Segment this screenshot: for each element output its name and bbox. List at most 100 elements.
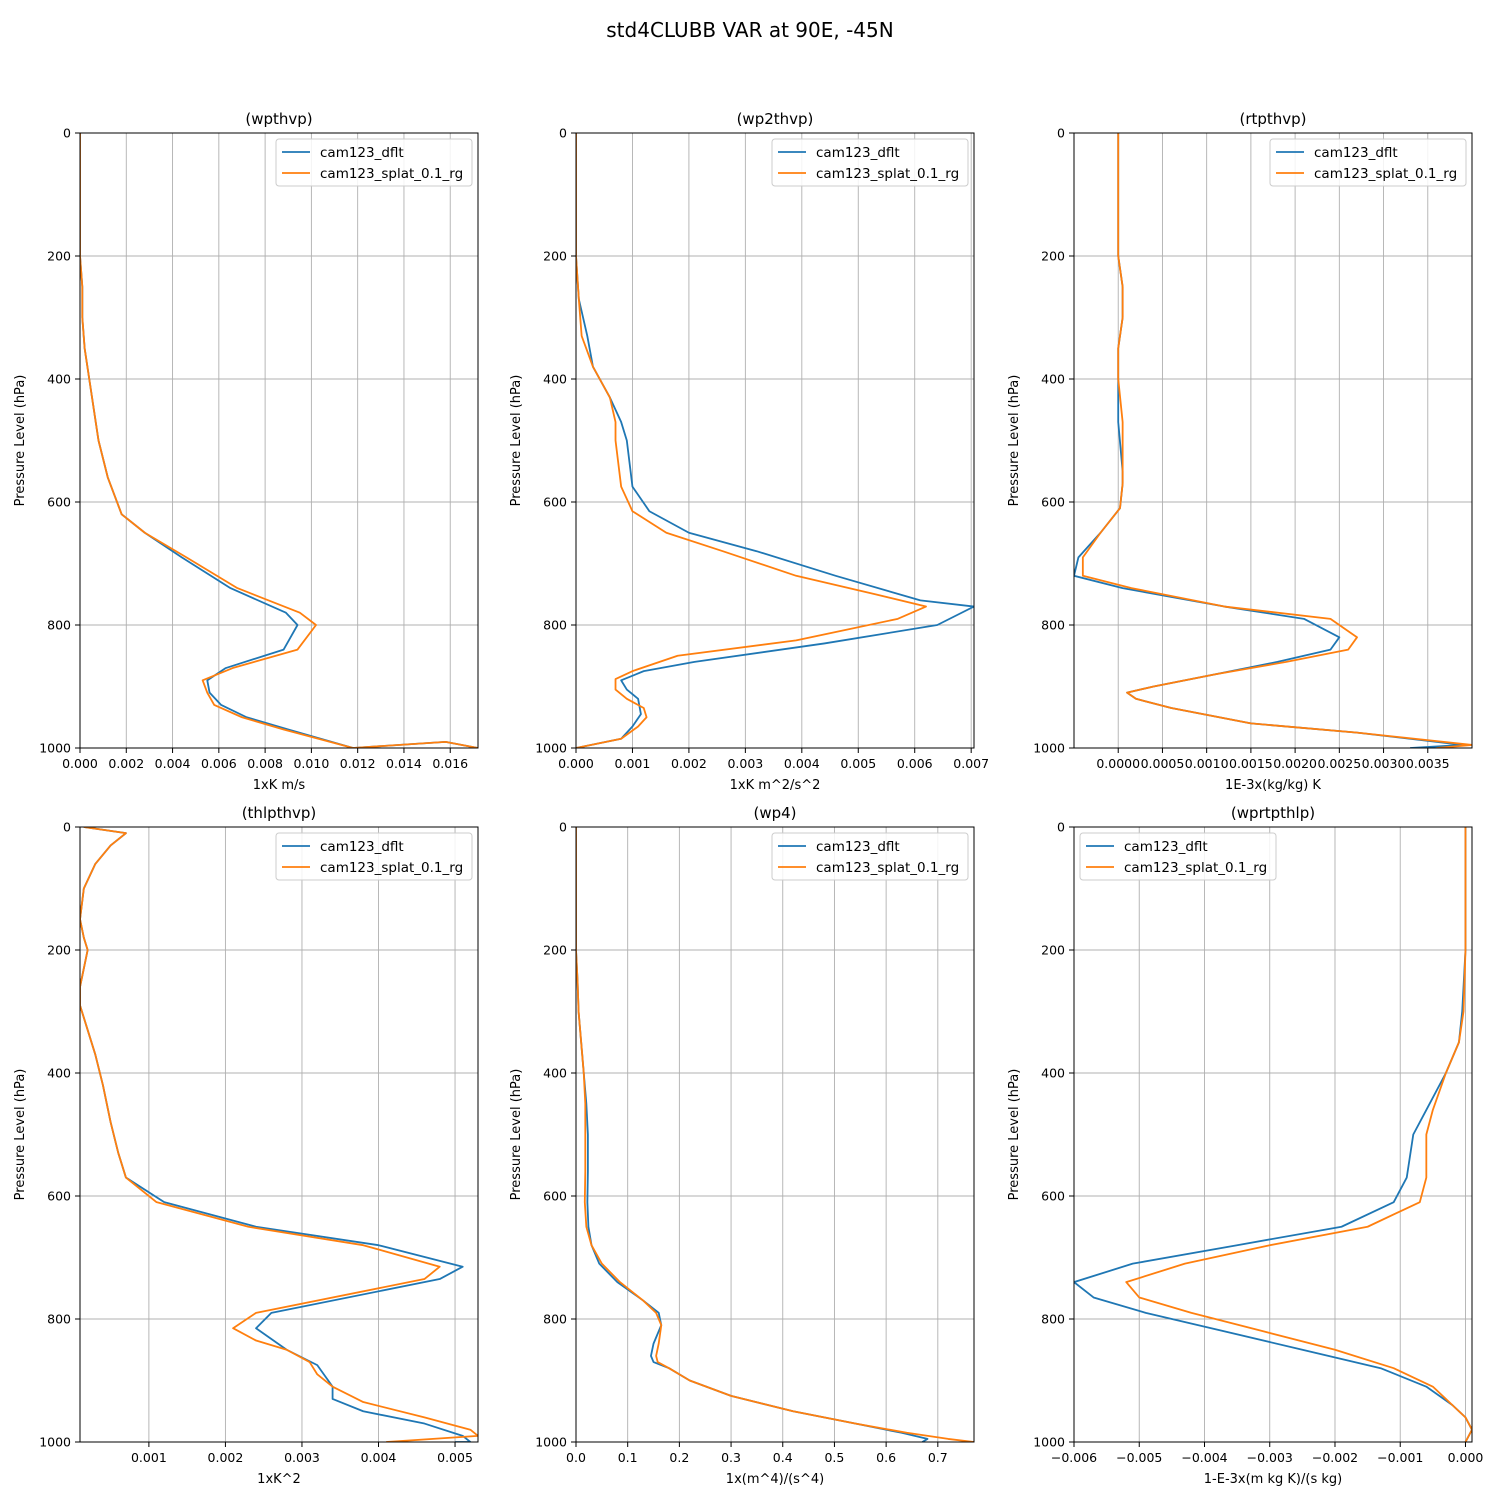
x-tick-label: 0.003 — [727, 756, 763, 771]
x-tick-label: 0.010 — [293, 756, 329, 771]
panel-title: (rtpthvp) — [1239, 110, 1306, 128]
legend: cam123_dflt cam123_splat_0.1_rg — [275, 138, 473, 187]
x-tick-label: 0.004 — [784, 756, 820, 771]
y-tick-label: 800 — [1041, 1312, 1065, 1327]
axes-frame — [575, 826, 975, 1443]
x-tick-label: 0.001 — [615, 756, 651, 771]
x-tick-label: −0.003 — [1247, 1450, 1293, 1465]
y-tick-label: 1000 — [39, 1435, 71, 1450]
y-axis-label: Pressure Level (hPa) — [13, 375, 28, 507]
series-line-cam123-dflt — [1074, 133, 1465, 748]
panel-title: (wprtpthlp) — [1231, 804, 1315, 822]
x-tick-label: 0.002 — [108, 756, 144, 771]
x-tick-label: 0.0035 — [1406, 756, 1450, 771]
x-tick-label: 0.000 — [558, 756, 594, 771]
x-tick-label: 0.0015 — [1229, 756, 1273, 771]
x-tick-label: −0.005 — [1116, 1450, 1162, 1465]
y-axis-label: Pressure Level (hPa) — [13, 1069, 28, 1201]
x-tick-label: 0.003 — [284, 1450, 320, 1465]
panel-wp2thvp: 0.000 0.001 0.002 0.003 0.004 0.005 0.006 0.007… — [509, 110, 989, 793]
y-tick-label: 1000 — [39, 741, 71, 756]
legend-box — [1079, 832, 1277, 881]
x-tick-label: 0.5 — [824, 1450, 844, 1465]
panel-title: (thlpthvp) — [242, 804, 317, 822]
legend-label-cam123-dflt: cam123_dflt — [320, 145, 404, 161]
x-tick-label: 0.008 — [247, 756, 283, 771]
y-tick-label: 600 — [1041, 1189, 1065, 1204]
x-tick-label: 0.014 — [386, 756, 422, 771]
x-tick-label: 0.006 — [201, 756, 237, 771]
x-tick-label: 0.000 — [1448, 1450, 1484, 1465]
legend-box — [771, 832, 969, 881]
y-tick-label: 800 — [47, 618, 71, 633]
y-tick-label: 400 — [1041, 372, 1065, 387]
y-tick-label: 200 — [47, 943, 71, 958]
y-tick-label: 0 — [63, 820, 71, 835]
y-axis-label: Pressure Level (hPa) — [1007, 375, 1022, 507]
x-axis-label: 1-E-3x(m kg K)/(s kg) — [1204, 1472, 1342, 1487]
x-tick-label: 0.1 — [618, 1450, 638, 1465]
x-tick-label: 0.004 — [155, 756, 191, 771]
x-axis-label: 1E-3x(kg/kg) K — [1225, 778, 1321, 793]
y-tick-label: 600 — [47, 495, 71, 510]
y-tick-label: 800 — [543, 1312, 567, 1327]
x-tick-label: 0.016 — [432, 756, 468, 771]
legend-box — [1269, 138, 1467, 187]
x-tick-label: 0.2 — [669, 1450, 689, 1465]
legend: cam123_dflt cam123_splat_0.1_rg — [771, 138, 969, 187]
panel-wp4: 0.0 0.1 0.2 0.3 0.4 0.5 0.6 0.7 0 200 400 600 800 100… — [509, 804, 975, 1487]
legend-label-cam123-splat-0-1-rg: cam123_splat_0.1_rg — [320, 166, 463, 182]
x-tick-label: 0.012 — [340, 756, 376, 771]
x-tick-label: 0.001 — [131, 1450, 167, 1465]
series-line-cam123-splat-0-1-rg — [1125, 827, 1472, 1442]
legend-label-cam123-splat-0-1-rg: cam123_splat_0.1_rg — [816, 860, 959, 876]
series-line-cam123-dflt — [80, 827, 472, 1442]
axes-frame — [1073, 132, 1473, 749]
x-tick-label: 0.4 — [773, 1450, 793, 1465]
legend: cam123_dflt cam123_splat_0.1_rg — [1269, 138, 1467, 187]
y-tick-label: 800 — [1041, 618, 1065, 633]
legend-label-cam123-splat-0-1-rg: cam123_splat_0.1_rg — [320, 860, 463, 876]
y-tick-label: 1000 — [1033, 741, 1065, 756]
legend-box — [275, 138, 473, 187]
y-tick-label: 0 — [559, 126, 567, 141]
y-tick-label: 400 — [47, 372, 71, 387]
x-tick-label: 0.007 — [953, 756, 989, 771]
panels-container: 0.000 0.002 0.004 0.006 0.008 0.010 0.012 0.014… — [13, 110, 1483, 1487]
x-tick-label: 0.002 — [208, 1450, 244, 1465]
x-tick-label: 0.005 — [437, 1450, 473, 1465]
series-line-cam123-splat-0-1-rg — [576, 133, 927, 748]
x-tick-label: −0.006 — [1051, 1450, 1097, 1465]
y-tick-label: 200 — [47, 249, 71, 264]
y-axis-label: Pressure Level (hPa) — [1007, 1069, 1022, 1201]
x-tick-label: −0.001 — [1377, 1450, 1423, 1465]
x-tick-label: −0.004 — [1181, 1450, 1227, 1465]
x-tick-label: 0.0 — [566, 1450, 586, 1465]
legend-label-cam123-dflt: cam123_dflt — [816, 839, 900, 855]
x-axis-label: 1xK^2 — [257, 1472, 301, 1487]
series-line-cam123-dflt — [1074, 827, 1472, 1442]
y-tick-label: 600 — [543, 1189, 567, 1204]
y-tick-label: 400 — [543, 372, 567, 387]
y-tick-label: 600 — [543, 495, 567, 510]
legend: cam123_dflt cam123_splat_0.1_rg — [275, 832, 473, 881]
legend-label-cam123-splat-0-1-rg: cam123_splat_0.1_rg — [1124, 860, 1267, 876]
y-tick-label: 600 — [1041, 495, 1065, 510]
y-tick-label: 800 — [47, 1312, 71, 1327]
y-tick-label: 800 — [543, 618, 567, 633]
series-line-cam123-splat-0-1-rg — [576, 827, 974, 1442]
series-line-cam123-splat-0-1-rg — [1081, 133, 1472, 748]
x-tick-label: 0.0010 — [1185, 756, 1229, 771]
x-tick-label: 0.7 — [928, 1450, 948, 1465]
y-tick-label: 0 — [1057, 126, 1065, 141]
axes-frame — [79, 826, 479, 1443]
x-tick-label: 0.000 — [62, 756, 98, 771]
legend-label-cam123-splat-0-1-rg: cam123_splat_0.1_rg — [1314, 166, 1457, 182]
panel-title: (wp2thvp) — [737, 110, 814, 128]
y-tick-label: 200 — [543, 249, 567, 264]
axes-frame — [79, 132, 479, 749]
panel-title: (wp4) — [753, 804, 796, 822]
series-line-cam123-splat-0-1-rg — [80, 827, 478, 1442]
y-tick-label: 200 — [543, 943, 567, 958]
